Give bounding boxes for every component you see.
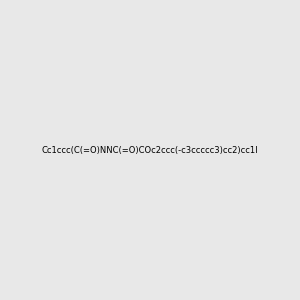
- Text: Cc1ccc(C(=O)NNC(=O)COc2ccc(-c3ccccc3)cc2)cc1I: Cc1ccc(C(=O)NNC(=O)COc2ccc(-c3ccccc3)cc2…: [42, 146, 258, 154]
